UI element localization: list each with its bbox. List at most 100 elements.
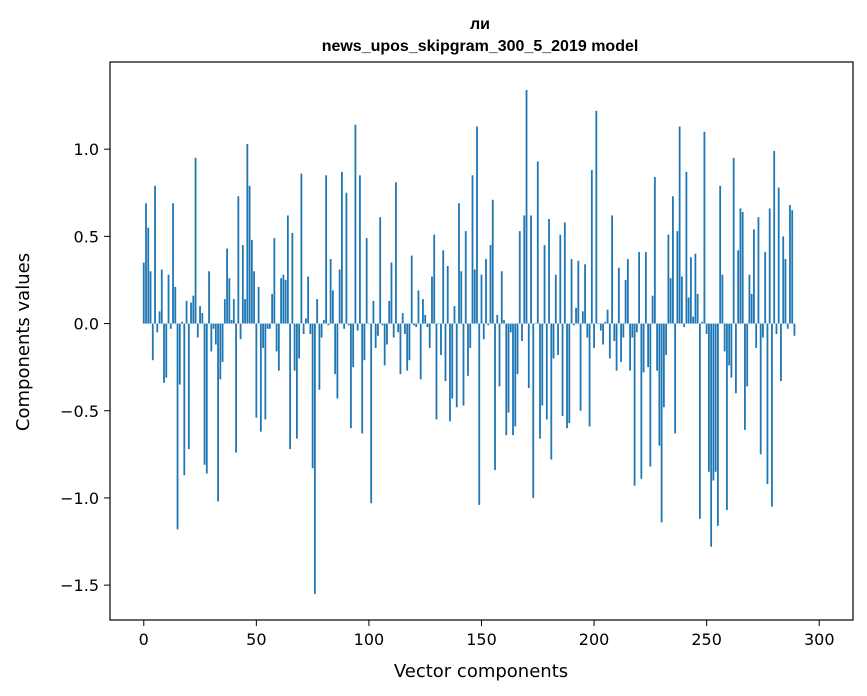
bar [307, 276, 310, 324]
bar [187, 323, 190, 450]
bar [167, 274, 170, 324]
bar [271, 293, 274, 324]
bar [205, 323, 208, 474]
bar [597, 323, 600, 325]
bar [496, 314, 499, 324]
x-tick-label: 0 [139, 630, 149, 649]
bar [383, 323, 386, 366]
x-tick-label: 200 [579, 630, 610, 649]
y-tick-label: 0.0 [74, 315, 99, 334]
bar [667, 234, 670, 324]
bar [181, 321, 183, 324]
bar [262, 323, 264, 348]
bar [455, 323, 458, 408]
bar [696, 293, 699, 324]
bar [244, 299, 246, 324]
bar [633, 323, 636, 486]
bar [379, 217, 382, 324]
bar [460, 271, 463, 324]
bar [629, 323, 631, 371]
bar [568, 323, 571, 423]
bar [687, 297, 690, 324]
bar [649, 323, 652, 467]
bar [701, 321, 704, 324]
bar [660, 323, 663, 523]
bar [669, 278, 672, 324]
bar [401, 313, 404, 324]
bar [717, 323, 719, 526]
bar [325, 175, 328, 324]
y-axis-label: Components values [13, 253, 34, 431]
bar [293, 323, 296, 371]
bar [350, 323, 352, 429]
bar [192, 295, 195, 324]
y-tick-label: −0.5 [60, 402, 99, 421]
bar [345, 192, 348, 324]
bar [370, 323, 373, 504]
x-tick-label: 250 [691, 630, 722, 649]
bar [730, 323, 733, 378]
bar [638, 252, 641, 324]
bar [471, 175, 474, 324]
bar [415, 323, 418, 328]
bar [347, 323, 350, 326]
bar [300, 173, 303, 324]
bar [390, 262, 393, 324]
bar [435, 323, 438, 420]
bar [282, 274, 285, 324]
bar [338, 269, 341, 324]
bar-series [142, 89, 796, 594]
bar [671, 196, 674, 324]
bar [255, 323, 258, 418]
bar [142, 262, 145, 324]
bar [611, 215, 613, 324]
bar [764, 252, 767, 324]
bar [689, 257, 692, 324]
bar [570, 259, 573, 324]
bar [559, 234, 562, 324]
bar [521, 323, 523, 341]
bar [759, 323, 762, 455]
bar [476, 126, 478, 324]
bar [341, 171, 343, 324]
bar [388, 300, 391, 324]
bar [201, 313, 204, 324]
bar [444, 323, 447, 382]
bar [509, 323, 512, 333]
bar [217, 323, 219, 502]
bar [789, 204, 791, 324]
bar [322, 320, 325, 324]
bar [214, 323, 217, 345]
bar [635, 323, 638, 333]
bar [768, 208, 771, 324]
x-axis-label: Vector components [394, 661, 568, 682]
bar [291, 232, 294, 324]
y-tick-label: −1.0 [60, 489, 99, 508]
bar [277, 323, 280, 371]
bar [584, 264, 586, 324]
bar [708, 323, 710, 472]
bar [381, 323, 384, 326]
bar [437, 323, 440, 325]
bar [705, 323, 708, 335]
bar [399, 323, 402, 375]
bar [259, 323, 262, 432]
bar [516, 323, 519, 375]
bar [674, 323, 677, 434]
bar [719, 185, 722, 324]
bar [203, 323, 206, 465]
bar [361, 323, 364, 434]
chart-title: ли [470, 16, 490, 33]
bar [579, 323, 582, 411]
bar [212, 323, 215, 329]
bar [223, 299, 226, 324]
bar [320, 323, 323, 338]
bar [694, 253, 697, 324]
bar [755, 323, 758, 348]
bar [363, 323, 366, 361]
bar [165, 323, 168, 378]
bar [494, 323, 496, 471]
bar [714, 323, 717, 472]
bar [773, 150, 776, 324]
